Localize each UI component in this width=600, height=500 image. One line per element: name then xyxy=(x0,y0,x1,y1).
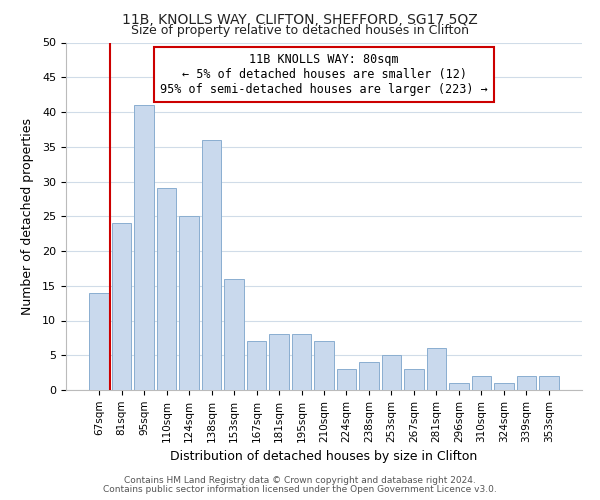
X-axis label: Distribution of detached houses by size in Clifton: Distribution of detached houses by size … xyxy=(170,450,478,463)
Bar xyxy=(472,376,491,390)
Bar xyxy=(494,383,514,390)
Bar xyxy=(179,216,199,390)
Bar xyxy=(382,355,401,390)
Bar xyxy=(134,105,154,390)
Text: Contains public sector information licensed under the Open Government Licence v3: Contains public sector information licen… xyxy=(103,485,497,494)
Bar xyxy=(539,376,559,390)
Bar xyxy=(112,223,131,390)
Text: 11B KNOLLS WAY: 80sqm
← 5% of detached houses are smaller (12)
95% of semi-detac: 11B KNOLLS WAY: 80sqm ← 5% of detached h… xyxy=(160,53,488,96)
Bar xyxy=(157,188,176,390)
Bar xyxy=(359,362,379,390)
Bar xyxy=(224,279,244,390)
Bar xyxy=(89,292,109,390)
Bar xyxy=(404,369,424,390)
Bar xyxy=(337,369,356,390)
Y-axis label: Number of detached properties: Number of detached properties xyxy=(21,118,34,315)
Bar xyxy=(202,140,221,390)
Bar xyxy=(449,383,469,390)
Text: Size of property relative to detached houses in Clifton: Size of property relative to detached ho… xyxy=(131,24,469,37)
Bar xyxy=(247,342,266,390)
Bar xyxy=(427,348,446,390)
Bar xyxy=(269,334,289,390)
Bar xyxy=(292,334,311,390)
Bar xyxy=(517,376,536,390)
Text: Contains HM Land Registry data © Crown copyright and database right 2024.: Contains HM Land Registry data © Crown c… xyxy=(124,476,476,485)
Text: 11B, KNOLLS WAY, CLIFTON, SHEFFORD, SG17 5QZ: 11B, KNOLLS WAY, CLIFTON, SHEFFORD, SG17… xyxy=(122,12,478,26)
Bar xyxy=(314,342,334,390)
